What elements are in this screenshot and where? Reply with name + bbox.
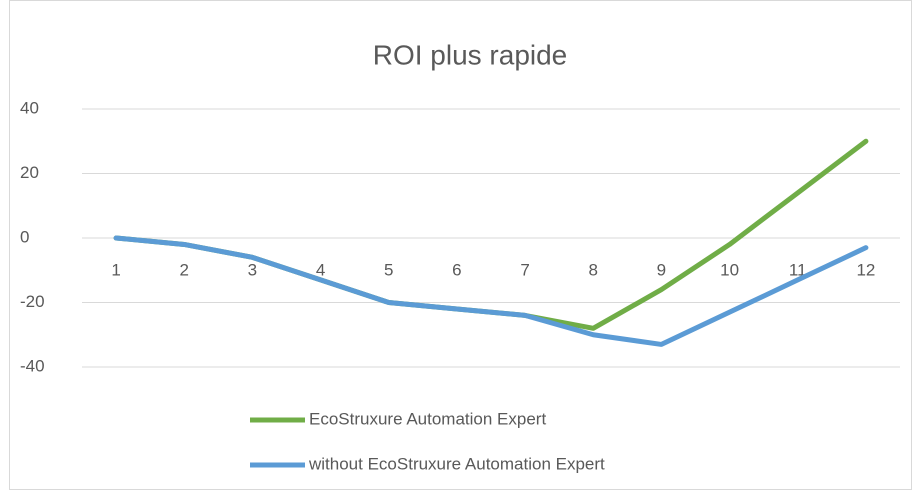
x-tick-label: 4 xyxy=(316,260,325,279)
x-tick-label: 11 xyxy=(789,260,807,279)
x-tick-label: 3 xyxy=(248,260,257,279)
x-tick-label: 7 xyxy=(520,260,529,279)
x-tick-label: 9 xyxy=(657,260,666,279)
chart-border xyxy=(9,0,912,490)
legend-label: EcoStruxure Automation Expert xyxy=(309,409,546,428)
y-tick-label: 0 xyxy=(20,227,29,246)
legend-label: without EcoStruxure Automation Expert xyxy=(308,454,605,473)
y-tick-label: 20 xyxy=(20,163,39,182)
x-tick-label: 6 xyxy=(452,260,461,279)
y-tick-label: -20 xyxy=(20,292,45,311)
series-line xyxy=(113,235,869,347)
y-tick-label: 40 xyxy=(20,98,39,117)
x-tick-label: 5 xyxy=(384,260,393,279)
chart-title: ROI plus rapide xyxy=(373,39,568,70)
x-tick-label: 2 xyxy=(180,260,189,279)
x-tick-label: 8 xyxy=(589,260,598,279)
x-tick-label: 12 xyxy=(856,260,875,279)
x-tick-label: 1 xyxy=(111,260,120,279)
y-tick-label: -40 xyxy=(20,356,45,375)
x-tick-label: 10 xyxy=(720,260,739,279)
